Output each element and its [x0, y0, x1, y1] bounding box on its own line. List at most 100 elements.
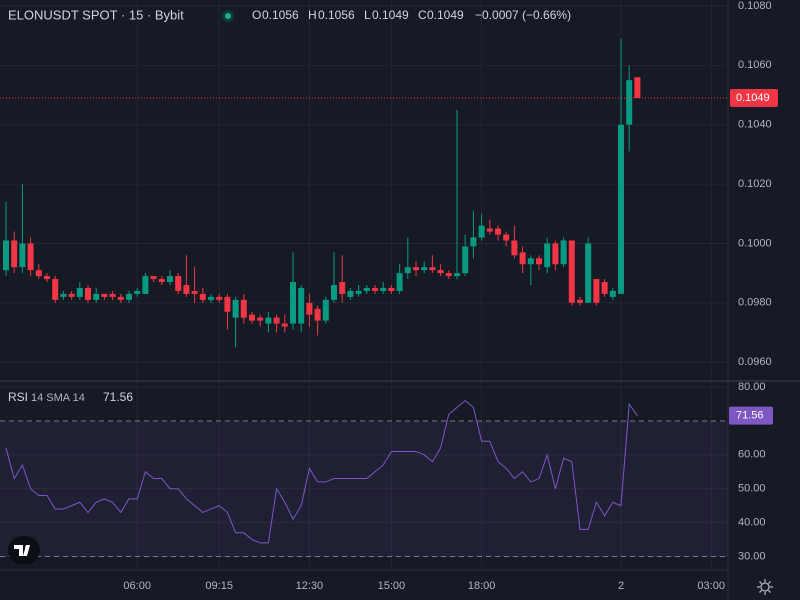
candle-body [208, 296, 214, 300]
candle-body [618, 124, 624, 294]
candle-body [249, 314, 255, 321]
ohlc-value: 0.1049 [427, 8, 464, 22]
candle-body [290, 282, 296, 324]
chart-title: ELONUSDT SPOT · 15 · Bybit [8, 7, 184, 22]
candle-body [372, 287, 378, 291]
candle-body [93, 293, 100, 300]
settings-icon[interactable] [757, 579, 773, 595]
x-tick-label: 12:30 [296, 580, 324, 592]
ohlc-label: C [418, 8, 427, 22]
candle-body [577, 299, 583, 303]
indicator-params: 14 SMA 14 [31, 392, 85, 404]
y-tick-label: 60.00 [738, 449, 766, 461]
price-label-box [730, 88, 778, 107]
candle-body [437, 270, 444, 274]
y-tick-label: 50.00 [738, 483, 766, 495]
change: −0.0007 (−0.66%) [475, 8, 571, 22]
candle-body [601, 282, 608, 294]
value-label: 71.56 [736, 410, 764, 422]
ohlc-value: 0.1056 [262, 8, 299, 22]
candle-body [568, 240, 575, 303]
y-tick-label: 0.0960 [738, 356, 772, 368]
candle-body [19, 243, 26, 268]
x-tick-label: 18:00 [468, 580, 496, 592]
candle-body [265, 317, 272, 324]
ohlc-label: O [252, 8, 261, 22]
y-tick-label: 0.1040 [738, 119, 772, 131]
status-dot [225, 13, 231, 19]
candle-body [117, 296, 124, 300]
logo[interactable] [8, 536, 40, 564]
x-tick-label: 09:15 [205, 580, 233, 592]
candle-body [216, 296, 223, 300]
ohlc-label: L [364, 8, 371, 22]
ohlc-label: H [308, 8, 317, 22]
candle-body [314, 308, 321, 321]
y-tick-label: 0.1000 [738, 237, 772, 249]
y-tick-label: 0.1020 [738, 178, 772, 190]
band-fill [0, 420, 728, 557]
indicator-title: RSI [8, 390, 28, 404]
candle-body [511, 240, 518, 256]
candle-body [322, 299, 329, 321]
ohlc-value: 0.1049 [372, 8, 409, 22]
candle-body [462, 246, 469, 274]
candle-body [503, 234, 510, 241]
candle-body [306, 302, 313, 315]
candle-body [158, 279, 165, 283]
candle-body [404, 267, 411, 274]
y-tick-label: 80.00 [738, 381, 766, 393]
candle-body [199, 293, 206, 300]
y-tick-label: 0.1060 [738, 59, 772, 71]
price-label: 0.1049 [736, 92, 770, 104]
candle-body [240, 299, 247, 318]
candle-body [76, 287, 83, 297]
candle-body [634, 77, 641, 98]
candle-body [445, 273, 452, 277]
marks [0, 38, 728, 557]
candle-body [454, 273, 460, 277]
y-tick-label: 40.00 [738, 516, 766, 528]
x-tick-label: 2 [618, 580, 624, 592]
candle-body [413, 267, 419, 271]
candle-body [298, 287, 305, 324]
candle-body [175, 276, 182, 291]
candle-body [232, 299, 239, 318]
candle-body [609, 290, 616, 297]
ohlc-value: 0.1056 [318, 8, 355, 22]
candle-body [52, 279, 59, 300]
candle-body [593, 279, 600, 303]
candle-body [560, 240, 567, 265]
candle-body [3, 240, 9, 271]
candle-body [486, 228, 493, 232]
candle-body [150, 276, 157, 280]
candle-body [126, 293, 132, 300]
candle-body [429, 267, 436, 271]
y-tick-label: 0.0980 [738, 297, 772, 309]
candle-body [44, 276, 50, 280]
candle-body [281, 323, 288, 327]
rsi-line [5, 399, 638, 544]
candle-body [421, 267, 428, 271]
candle-body [380, 287, 387, 291]
candle-body [134, 290, 141, 294]
candle-body [183, 285, 190, 294]
candle-body [273, 317, 280, 324]
candle-body [470, 237, 477, 247]
candle-body [585, 243, 592, 303]
candle-body [527, 258, 534, 265]
x-tick-label: 03:00 [697, 580, 725, 592]
candle-body [331, 285, 337, 300]
candle-body [224, 296, 231, 312]
value-label-box [729, 406, 773, 425]
candle-body [109, 293, 116, 297]
candle-body [142, 276, 149, 294]
x-tick-label: 06:00 [123, 580, 151, 592]
candle-body [355, 290, 362, 294]
candle-body [544, 243, 551, 268]
candle-body [388, 287, 395, 291]
candle-body [35, 270, 42, 277]
candle-body [101, 293, 108, 297]
